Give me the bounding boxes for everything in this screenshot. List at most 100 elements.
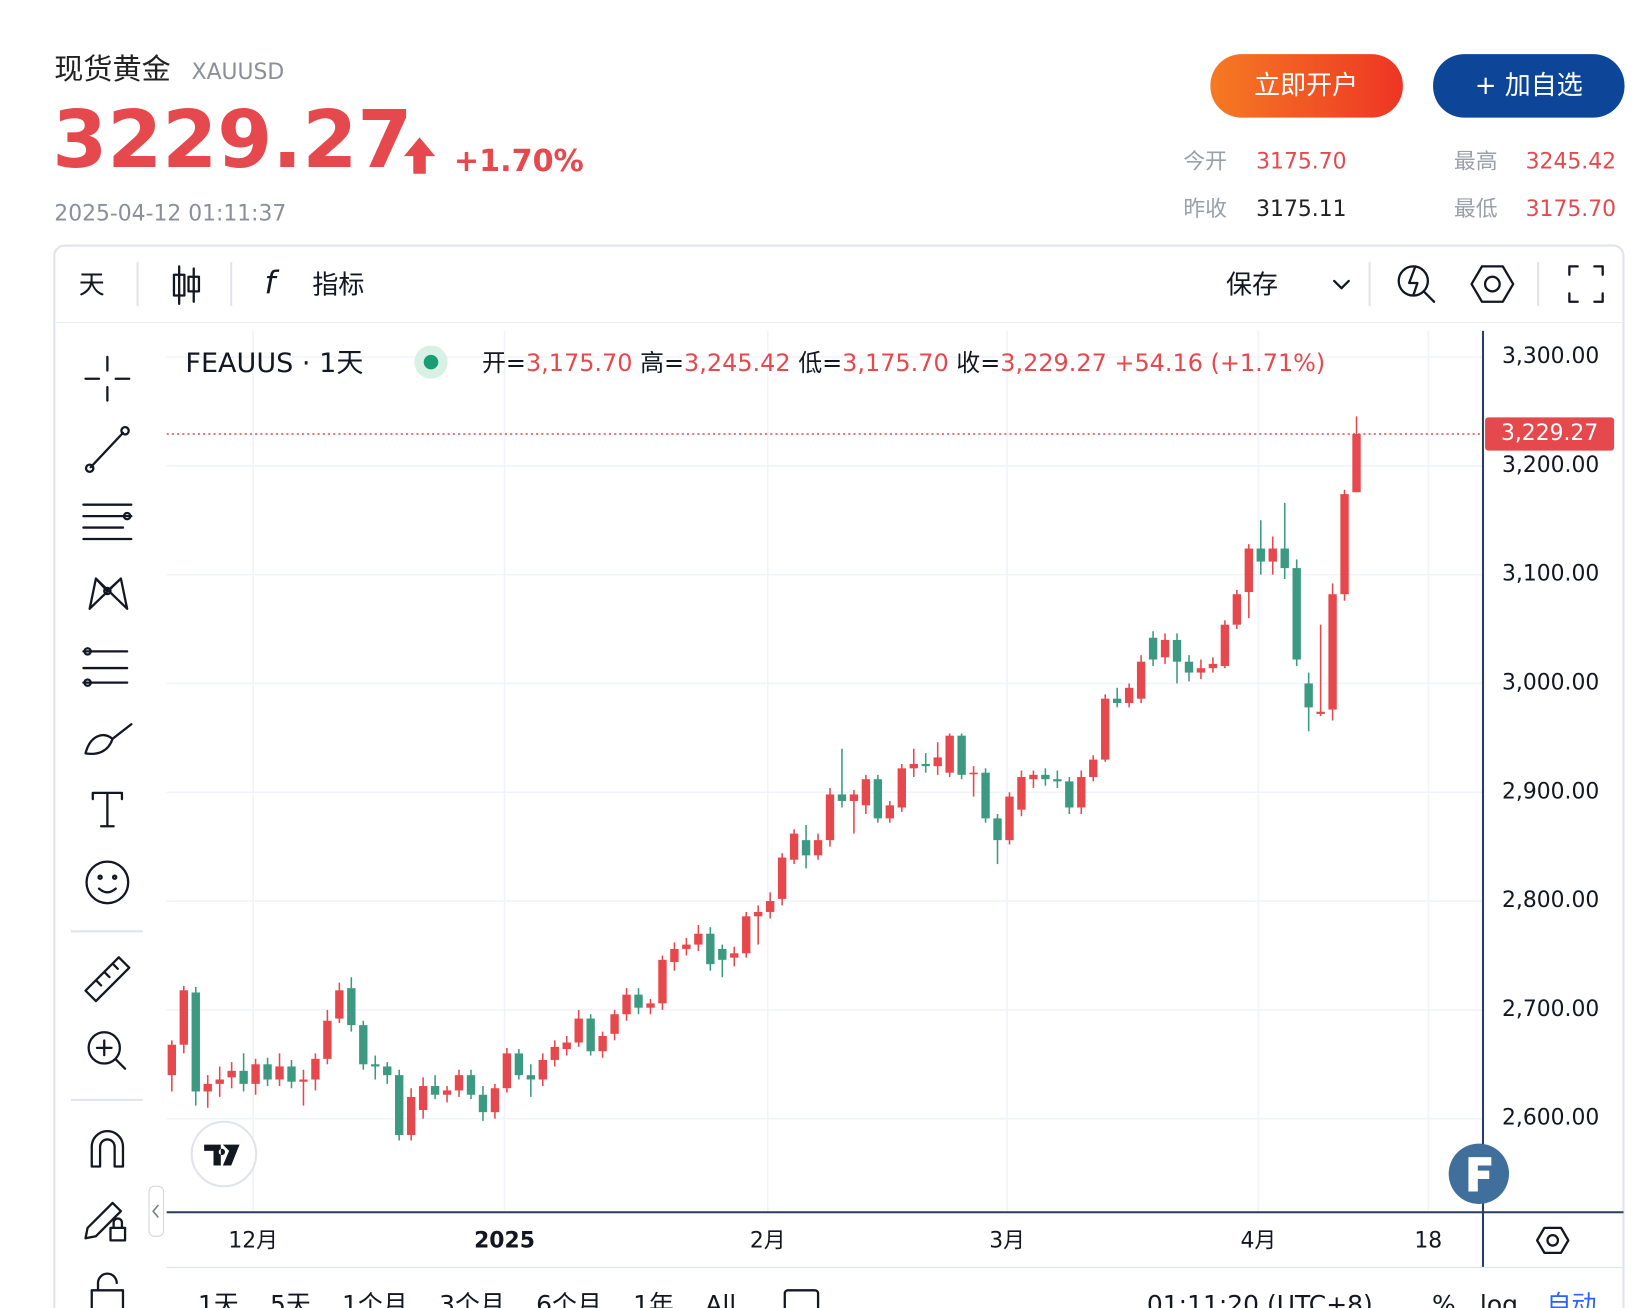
candle-body	[275, 1066, 284, 1080]
candle-body	[1244, 548, 1254, 593]
settings-icon[interactable]	[1470, 265, 1515, 303]
candle-body	[1136, 661, 1146, 699]
auto-toggle[interactable]: 自动	[1546, 1290, 1596, 1308]
interval-button[interactable]: 天	[79, 271, 105, 301]
open-account-button[interactable]	[1210, 54, 1403, 118]
candle-body	[514, 1053, 524, 1076]
log-toggle[interactable]: log	[1480, 1290, 1518, 1308]
candle-body	[359, 1025, 368, 1065]
up-arrow	[403, 137, 436, 174]
candle-body	[1352, 433, 1361, 493]
range-button[interactable]: 6个月	[536, 1290, 602, 1308]
range-bar: 1天 5天 1个月 3个月 6个月 1年 All 01:11:20 (UTC+8)% log 自动	[198, 1289, 1596, 1308]
candle-body	[622, 994, 631, 1015]
last-price-tag	[1485, 417, 1615, 451]
calendar-icon[interactable]	[783, 1289, 820, 1308]
collapse-toolbar[interactable]	[148, 1185, 165, 1237]
candle-body	[1041, 774, 1050, 780]
indicators-button[interactable]: 指标	[312, 271, 364, 301]
candle-body	[1184, 661, 1194, 673]
range-button[interactable]: All	[705, 1290, 736, 1308]
zoom-tool[interactable]	[87, 1031, 127, 1070]
stat-label: 最高	[1454, 149, 1498, 174]
clock-time: 01:11:20 (UTC+8)	[1147, 1290, 1373, 1308]
candle-body	[921, 763, 930, 767]
watchlist-button[interactable]	[1433, 54, 1625, 118]
candle-body	[478, 1094, 488, 1113]
candle-body	[502, 1053, 512, 1089]
candle-body	[574, 1018, 583, 1043]
candle-body	[801, 840, 811, 856]
candle-body	[957, 735, 966, 775]
stat-value: 3175.70	[1256, 149, 1346, 174]
candle-body	[562, 1042, 571, 1050]
candle-body	[969, 772, 978, 775]
stat-value: 3175.11	[1256, 197, 1346, 222]
candle-body	[203, 1083, 212, 1092]
crosshair-tool[interactable]	[84, 355, 131, 402]
legend-value: 3,245.42	[684, 349, 791, 377]
candle-body	[347, 988, 356, 1026]
save-button[interactable]: 保存	[1226, 271, 1278, 301]
candle-body	[395, 1075, 404, 1136]
lock-tool[interactable]	[90, 1272, 125, 1308]
candle-body	[1232, 594, 1242, 625]
candle-body	[442, 1090, 452, 1095]
watchlist-label[interactable]: + 加自选	[1475, 71, 1583, 101]
brush-tool[interactable]	[84, 723, 133, 756]
chart-type-icon[interactable]	[172, 265, 201, 305]
y-tick-label: 3,200.00	[1502, 453, 1599, 478]
candle-body	[1089, 759, 1098, 778]
x-tick-label: 2025	[474, 1228, 535, 1253]
y-tick-label: 2,600.00	[1502, 1106, 1599, 1131]
text-tool[interactable]	[91, 791, 124, 828]
lock-drawing-tool[interactable]	[84, 1201, 127, 1242]
candle-body	[418, 1086, 428, 1110]
ruler-tool[interactable]	[84, 956, 131, 1003]
range-button[interactable]: 1个月	[342, 1290, 408, 1308]
magnet-tool[interactable]	[90, 1130, 125, 1168]
status-dot	[423, 354, 439, 370]
stat-value: 3175.70	[1526, 197, 1616, 222]
save-dropdown[interactable]	[1333, 279, 1350, 290]
candle-body	[873, 779, 883, 819]
candle-body	[861, 779, 871, 806]
collapse-arrow[interactable]	[152, 1204, 159, 1218]
trendline-tool[interactable]	[84, 426, 130, 474]
candle-body	[1220, 624, 1230, 667]
candle-body	[730, 953, 739, 958]
candle-body	[263, 1064, 272, 1080]
quick-search-icon[interactable]	[1397, 265, 1436, 303]
y-tick-label: 3,300.00	[1502, 344, 1599, 369]
open-account-label[interactable]: 立即开户	[1254, 71, 1358, 101]
x-tick-label: 18	[1414, 1228, 1442, 1253]
range-button[interactable]: 1天	[198, 1290, 239, 1308]
candle-body	[299, 1079, 308, 1082]
candle-body	[718, 948, 727, 960]
candle-body	[658, 959, 667, 1004]
candle-body	[526, 1075, 536, 1080]
pattern-tool[interactable]	[88, 577, 129, 610]
axis-settings[interactable]	[1535, 1226, 1570, 1254]
forecast-tool[interactable]	[82, 647, 129, 687]
range-button[interactable]: 1年	[633, 1290, 674, 1308]
fullscreen-icon[interactable]	[1568, 265, 1604, 303]
candle-body	[1280, 548, 1289, 569]
candle-body	[933, 757, 942, 767]
candle-body	[239, 1070, 248, 1084]
tv-logo-mark	[204, 1144, 240, 1166]
range-button[interactable]: 5天	[270, 1290, 311, 1308]
range-button[interactable]: 3个月	[439, 1290, 505, 1308]
y-tick-label: 2,900.00	[1502, 779, 1599, 804]
asset-symbol: XAUUSD	[192, 60, 285, 85]
percent-toggle[interactable]: %	[1432, 1290, 1456, 1308]
y-tick-label: 3,000.00	[1502, 670, 1599, 695]
y-tick-label: 2,700.00	[1502, 997, 1599, 1022]
emoji-tool[interactable]	[85, 860, 130, 905]
x-tick-label: 4月	[1241, 1228, 1277, 1253]
fib-tool[interactable]	[82, 503, 133, 541]
legend-label: 低=	[798, 349, 842, 377]
candle-body	[1005, 796, 1014, 841]
candle-body	[323, 1020, 332, 1059]
candle-body	[849, 794, 859, 801]
